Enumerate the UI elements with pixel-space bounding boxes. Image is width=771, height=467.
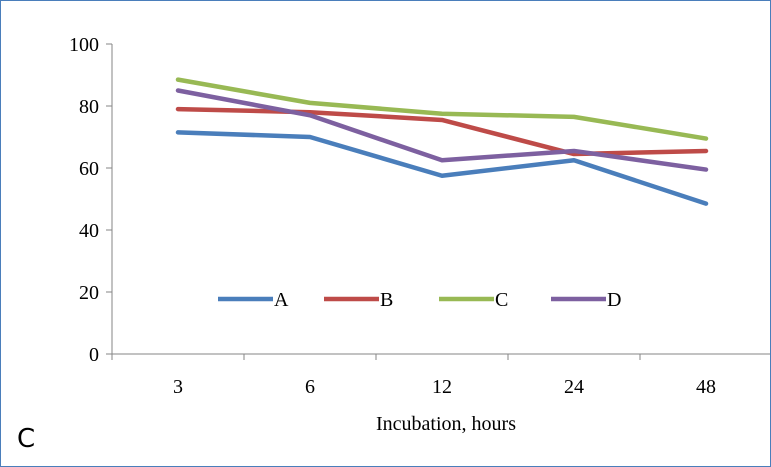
- y-tick-label: 80: [79, 96, 99, 118]
- x-tick-label: 3: [173, 376, 183, 398]
- series-line-b: [175, 106, 709, 157]
- x-tick-label: 24: [564, 376, 584, 398]
- series-line-c: [175, 77, 709, 141]
- series-line-d: [175, 88, 709, 172]
- legend-label-c: C: [495, 289, 508, 311]
- x-axis-title: Incubation, hours: [376, 413, 516, 435]
- legend-label-a: A: [274, 289, 289, 311]
- y-tick-label: 20: [79, 282, 99, 304]
- x-tick-label: 48: [696, 376, 716, 398]
- y-axis: 0 20 40 60 80 100: [69, 34, 113, 366]
- y-tick-label: 40: [79, 220, 99, 242]
- x-tick-label: 6: [305, 376, 315, 398]
- legend: A B C D: [218, 289, 621, 311]
- y-tick-label: 0: [89, 344, 99, 366]
- legend-label-d: D: [607, 289, 621, 311]
- panel-label: C: [17, 424, 36, 454]
- x-tick-label: 12: [432, 376, 452, 398]
- legend-label-b: B: [380, 289, 393, 311]
- y-tick-label: 60: [79, 158, 99, 180]
- y-tick-label: 100: [69, 34, 99, 56]
- series-lines: [175, 77, 709, 206]
- series-line-a: [175, 130, 709, 206]
- x-axis: 3 6 12 24 48: [111, 353, 770, 398]
